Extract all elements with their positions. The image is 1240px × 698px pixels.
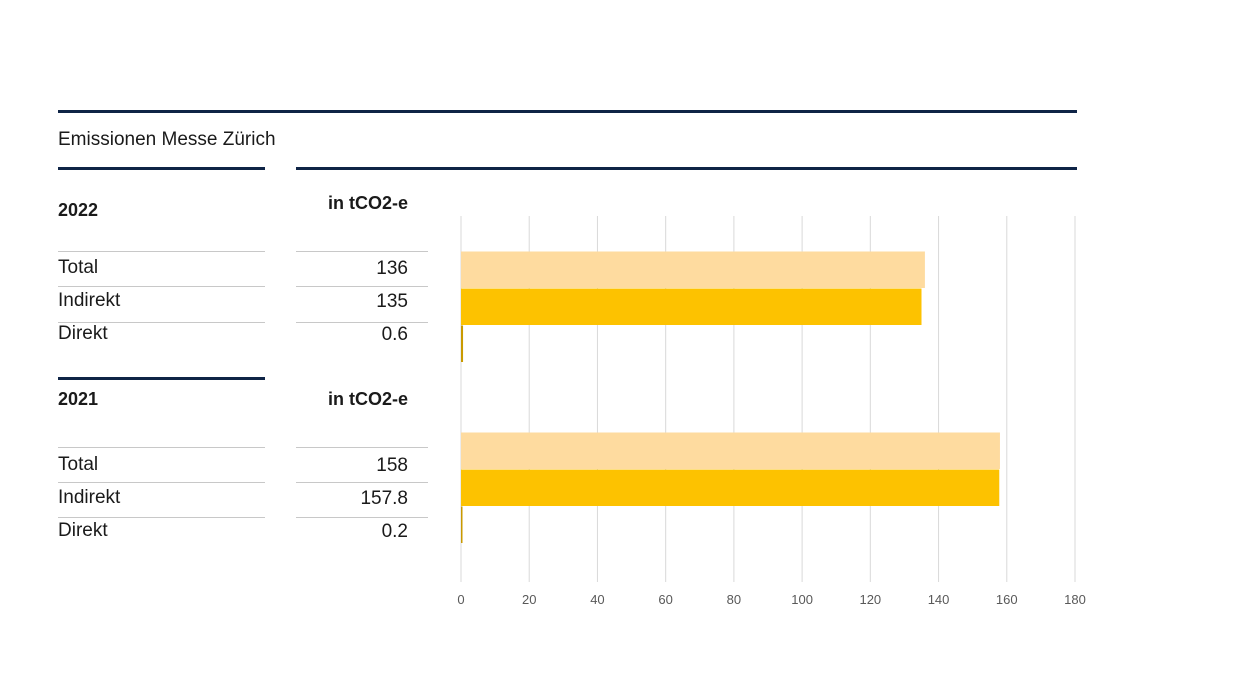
row-label-total-2021: Total xyxy=(58,454,99,475)
row-divider xyxy=(296,286,428,287)
x-tick-label-140: 140 xyxy=(928,592,950,607)
year-2022-label: 2022 xyxy=(58,200,99,220)
x-tick-label-160: 160 xyxy=(996,592,1018,607)
right-header-rule xyxy=(296,167,1077,170)
row-divider xyxy=(58,482,265,483)
row-value-indirekt-2021: 157.8 xyxy=(360,488,408,509)
row-divider xyxy=(58,286,265,287)
row-divider xyxy=(296,251,428,252)
x-tick-label-0: 0 xyxy=(457,592,464,607)
row-value-total-2022: 136 xyxy=(376,258,408,279)
bar-total-2022 xyxy=(461,251,925,288)
row-label-direkt-2021: Direkt xyxy=(58,520,108,541)
bar-direkt-2021 xyxy=(461,506,463,543)
unit-2022-label: in tCO2-e xyxy=(327,193,408,213)
row-divider xyxy=(296,517,428,518)
bar-indirekt-2022 xyxy=(461,288,922,325)
x-tick-label-20: 20 xyxy=(522,592,536,607)
row-label-total-2022: Total xyxy=(58,257,99,278)
row-divider xyxy=(58,322,265,323)
x-tick-label-60: 60 xyxy=(658,592,672,607)
x-tick-label-100: 100 xyxy=(791,592,813,607)
bar-total-2021 xyxy=(461,432,1000,469)
row-divider xyxy=(58,251,265,252)
year-2021-label: 2021 xyxy=(58,389,99,409)
row-label-indirekt-2021: Indirekt xyxy=(58,487,121,508)
row-value-direkt-2021: 0.2 xyxy=(381,521,408,542)
left-header-rule xyxy=(58,167,265,170)
row-label-indirekt-2022: Indirekt xyxy=(58,290,121,311)
x-tick-label-80: 80 xyxy=(727,592,741,607)
unit-2021-label: in tCO2-e xyxy=(327,389,408,409)
row-value-total-2021: 158 xyxy=(376,455,408,476)
x-tick-label-40: 40 xyxy=(590,592,604,607)
section-2021-rule xyxy=(58,377,265,380)
row-value-direkt-2022: 0.6 xyxy=(381,324,408,345)
x-tick-label-180: 180 xyxy=(1064,592,1086,607)
row-divider xyxy=(58,517,265,518)
bar-direkt-2022 xyxy=(461,325,464,362)
top-rule xyxy=(58,110,1077,113)
row-divider xyxy=(58,447,265,448)
row-divider xyxy=(296,447,428,448)
bar-indirekt-2021 xyxy=(461,469,1000,506)
row-divider xyxy=(296,322,428,323)
row-label-direkt-2022: Direkt xyxy=(58,323,108,344)
page-title: Emissionen Messe Zürich xyxy=(58,129,276,150)
row-divider xyxy=(296,482,428,483)
x-tick-label-120: 120 xyxy=(859,592,881,607)
row-value-indirekt-2022: 135 xyxy=(376,291,408,312)
